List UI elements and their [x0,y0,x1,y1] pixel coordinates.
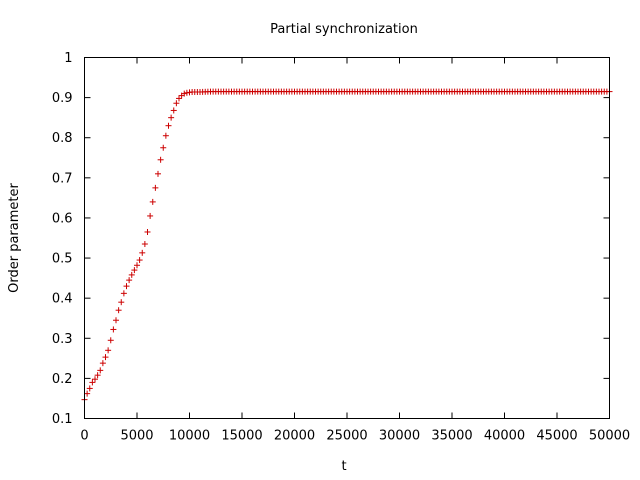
data-point [128,271,135,278]
y-tick-label: 0.8 [52,131,73,146]
plot-frame [84,57,610,419]
x-tick-label: 0 [80,429,88,444]
x-tick-label: 20000 [274,429,315,444]
data-point [157,156,164,163]
x-axis-ticks: 0 5000 10000 15000 20000 25000 30000 35000 40000… [80,57,630,444]
x-tick-label: 45000 [536,429,577,444]
y-tick-label: 0.5 [52,252,73,267]
data-point [173,100,180,107]
data-point [162,132,169,139]
data-point [97,367,104,374]
data-point [123,283,130,290]
x-tick-label: 35000 [431,429,472,444]
data-point [99,360,106,367]
data-point [120,290,127,297]
y-tick-label: 0.9 [52,91,73,106]
data-point [134,262,140,269]
data-point [94,372,101,379]
data-point [107,337,114,344]
data-point [155,170,161,177]
data-point [86,385,93,392]
data-point [110,326,117,333]
y-tick-label: 0.1 [52,412,73,427]
data-point [139,249,146,256]
data-point [147,212,154,219]
data-point [176,95,182,102]
y-tick-label: 0.7 [52,171,73,186]
x-tick-label: 40000 [484,429,525,444]
x-tick-label: 30000 [379,429,420,444]
y-tick-label: 0.2 [52,372,73,387]
x-axis-label: t [341,459,346,474]
data-point [102,354,109,361]
x-tick-label: 15000 [221,429,262,444]
y-tick-label: 0.6 [52,211,73,226]
data-point [126,277,133,284]
data-series [81,88,613,403]
data-point [181,90,188,97]
chart-title: Partial synchronization [270,22,418,37]
data-point [89,379,96,386]
data-point [149,198,156,205]
data-point [105,347,112,354]
y-axis-label: Order parameter [7,182,22,292]
y-axis-ticks: 0.1 0.2 0.3 0.4 0.5 0.6 0.7 0.8 0.9 1 [52,51,610,427]
y-tick-label: 0.3 [52,332,73,347]
data-point [84,390,91,397]
x-tick-label: 50000 [589,429,630,444]
data-point [168,114,175,121]
data-point [131,267,138,274]
y-tick-label: 1 [64,51,72,66]
data-point [152,184,159,191]
data-point [115,307,122,314]
data-point [165,122,172,129]
x-tick-label: 25000 [326,429,367,444]
data-point [144,228,151,235]
data-point [136,257,143,264]
data-point [92,376,98,383]
data-point [141,241,148,248]
data-point [118,299,125,306]
plot-area [81,57,613,419]
y-tick-label: 0.4 [52,292,73,307]
data-point [160,144,167,151]
x-tick-label: 10000 [169,429,210,444]
x-tick-label: 5000 [120,429,153,444]
data-point [170,107,177,114]
data-point [113,317,119,324]
